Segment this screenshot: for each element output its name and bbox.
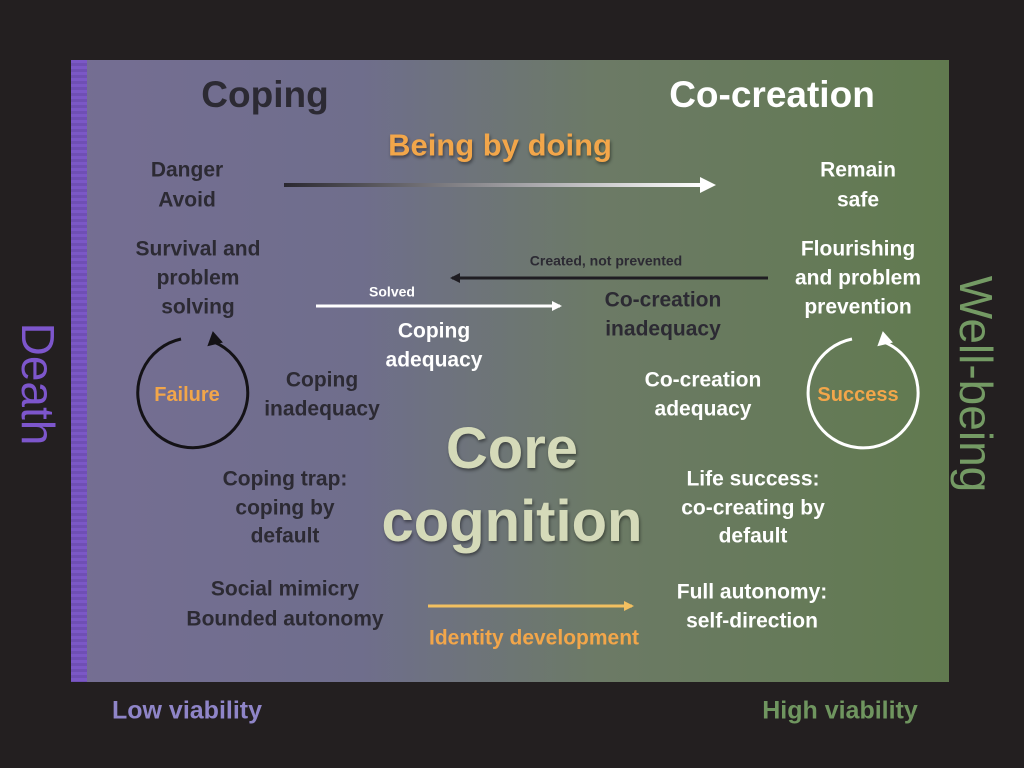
full-autonomy-line2: self-direction [686, 609, 818, 633]
bounded-autonomy-text: Bounded autonomy [186, 607, 384, 631]
survival-line1: Survival and [135, 237, 261, 261]
coping-heading: Coping [201, 74, 329, 116]
coping-inadequacy-line2: inadequacy [264, 397, 380, 421]
cocreation-inadequacy-line2: inadequacy [605, 317, 721, 341]
coping-trap-line1: Coping trap: [222, 467, 348, 491]
success-label: Success [817, 384, 899, 407]
success-cycle-icon [806, 331, 920, 450]
core-cognition-line1: Core [445, 415, 579, 481]
life-success-line3: default [718, 524, 788, 548]
flourishing-line3: prevention [804, 295, 912, 319]
safe-text: safe [836, 188, 880, 212]
coping-inadequacy-line1: Coping [285, 368, 359, 392]
coping-adequacy-line1: Coping [397, 319, 471, 343]
cocreation-inadequacy-line1: Co-creation [604, 288, 722, 312]
created-not-prevented-label: Created, not prevented [529, 252, 683, 269]
cocreation-adequacy-line1: Co-creation [644, 368, 762, 392]
low-viability-label: Low viability [111, 696, 263, 725]
remain-text: Remain [820, 158, 896, 182]
failure-cycle-icon [136, 331, 250, 450]
survival-line2: problem [156, 266, 240, 290]
social-mimicry-text: Social mimicry [210, 577, 360, 601]
solved-label: Solved [369, 283, 415, 300]
death-label: Death [12, 322, 64, 446]
coping-trap-line3: default [250, 524, 320, 548]
well-being-label: Well-being [950, 275, 1002, 493]
danger-text: Danger [150, 158, 224, 182]
coping-adequacy-line2: adequacy [385, 348, 483, 372]
life-success-line1: Life success: [686, 467, 820, 491]
survival-line3: solving [161, 295, 235, 319]
death-boundary-bar [71, 60, 87, 682]
co-creation-heading: Co-creation [669, 74, 875, 116]
avoid-to-safe-arrow [284, 177, 716, 193]
cocreation-adequacy-line2: adequacy [654, 397, 752, 421]
gradient-panel [71, 60, 949, 682]
life-success-line2: co-creating by [681, 496, 825, 520]
full-autonomy-line1: Full autonomy: [676, 580, 828, 604]
core-cognition-line2: cognition [381, 488, 643, 554]
being-by-doing-heading: Being by doing [388, 127, 612, 163]
high-viability-label: High viability [762, 696, 918, 725]
identity-development-label: Identity development [428, 626, 640, 650]
avoid-text: Avoid [158, 188, 216, 212]
coping-trap-line2: coping by [235, 496, 335, 520]
flourishing-line2: and problem [794, 266, 922, 290]
flourishing-line1: Flourishing [800, 237, 916, 261]
failure-label: Failure [154, 384, 220, 407]
